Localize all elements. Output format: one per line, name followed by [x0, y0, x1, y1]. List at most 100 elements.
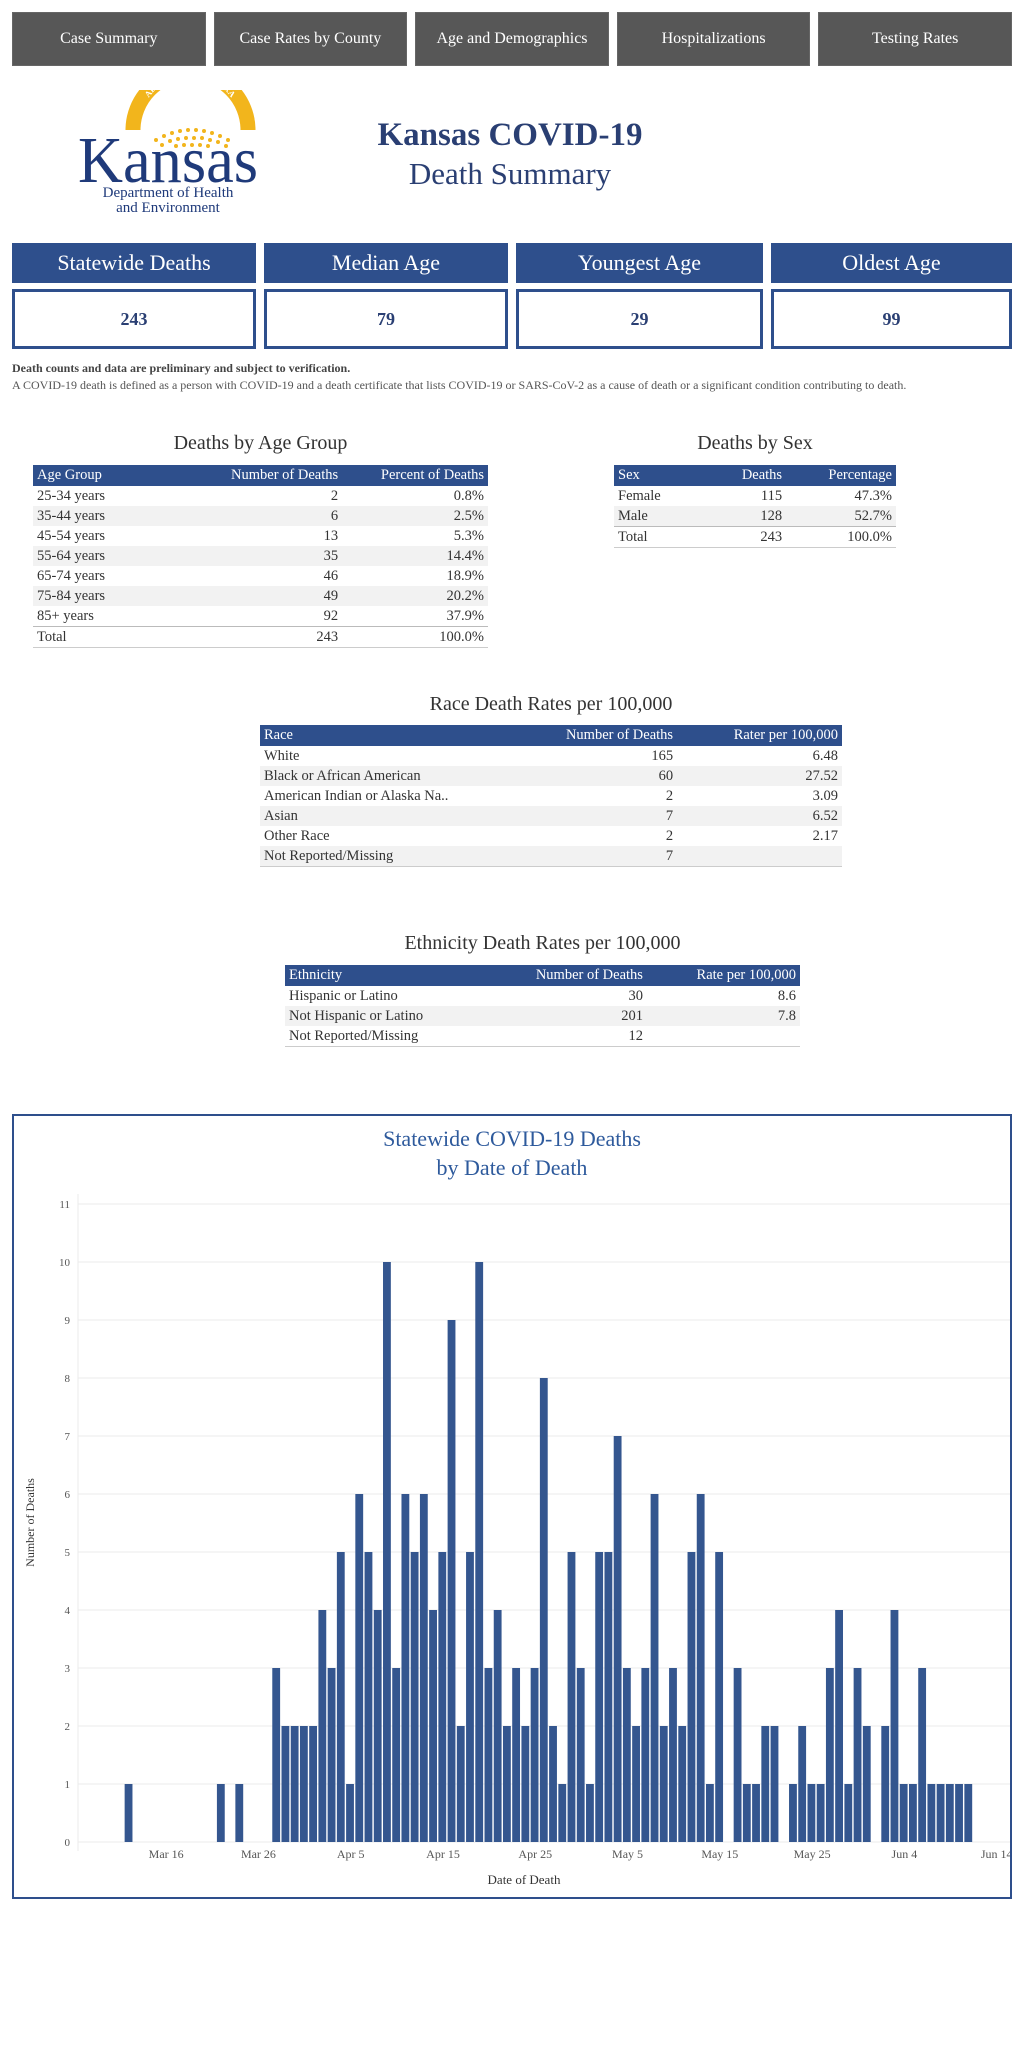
- bar[interactable]: [706, 1784, 714, 1842]
- bar[interactable]: [401, 1494, 409, 1842]
- stat-median-age: Median Age 79: [264, 243, 508, 349]
- cell: 27.52: [677, 766, 842, 786]
- bar[interactable]: [918, 1668, 926, 1842]
- bar[interactable]: [614, 1436, 622, 1842]
- bar[interactable]: [604, 1552, 612, 1842]
- bar[interactable]: [835, 1610, 843, 1842]
- bar[interactable]: [964, 1784, 972, 1842]
- bar[interactable]: [346, 1784, 354, 1842]
- bar[interactable]: [771, 1726, 779, 1842]
- bar[interactable]: [807, 1784, 815, 1842]
- cell: 243: [191, 627, 342, 648]
- tab-case-summary[interactable]: Case Summary: [12, 12, 206, 66]
- sex-table: Sex Deaths Percentage Female 115 47.3% Mal…: [614, 465, 896, 548]
- bar[interactable]: [568, 1552, 576, 1842]
- bar[interactable]: [761, 1726, 769, 1842]
- bar[interactable]: [937, 1784, 945, 1842]
- tab-testing-rates[interactable]: Testing Rates: [818, 12, 1012, 66]
- bar[interactable]: [651, 1494, 659, 1842]
- bar[interactable]: [217, 1784, 225, 1842]
- bar[interactable]: [300, 1726, 308, 1842]
- bar[interactable]: [374, 1610, 382, 1842]
- bar[interactable]: [383, 1262, 391, 1842]
- bar[interactable]: [955, 1784, 963, 1842]
- bar[interactable]: [512, 1668, 520, 1842]
- bar[interactable]: [521, 1726, 529, 1842]
- bar[interactable]: [678, 1726, 686, 1842]
- bar[interactable]: [337, 1552, 345, 1842]
- bar[interactable]: [365, 1552, 373, 1842]
- bar[interactable]: [392, 1668, 400, 1842]
- bar[interactable]: [623, 1668, 631, 1842]
- bar[interactable]: [734, 1668, 742, 1842]
- bar[interactable]: [595, 1552, 603, 1842]
- bar[interactable]: [660, 1726, 668, 1842]
- cell: 85+ years: [33, 606, 191, 627]
- bar[interactable]: [891, 1610, 899, 1842]
- table-row: Male 128 52.7%: [614, 506, 896, 527]
- bar[interactable]: [540, 1378, 548, 1842]
- bar[interactable]: [844, 1784, 852, 1842]
- bar[interactable]: [531, 1668, 539, 1842]
- bar[interactable]: [448, 1320, 456, 1842]
- table-row: Female 115 47.3%: [614, 486, 896, 506]
- bar[interactable]: [494, 1610, 502, 1842]
- bar[interactable]: [272, 1668, 280, 1842]
- bar[interactable]: [826, 1668, 834, 1842]
- bar[interactable]: [669, 1668, 677, 1842]
- cell: Asian: [260, 806, 508, 826]
- bar[interactable]: [475, 1262, 483, 1842]
- bar[interactable]: [798, 1726, 806, 1842]
- bar[interactable]: [789, 1784, 797, 1842]
- bar[interactable]: [881, 1726, 889, 1842]
- bar[interactable]: [309, 1726, 317, 1842]
- deaths-by-date-chart: Statewide COVID-19 Deaths by Date of Dea…: [12, 1114, 1012, 1899]
- table-row: Other Race 2 2.17: [260, 826, 842, 846]
- bar[interactable]: [688, 1552, 696, 1842]
- cell: 12: [483, 1026, 647, 1047]
- bar[interactable]: [586, 1784, 594, 1842]
- cell: 243: [712, 527, 786, 548]
- bar[interactable]: [318, 1610, 326, 1842]
- bar[interactable]: [854, 1668, 862, 1842]
- bar[interactable]: [715, 1552, 723, 1842]
- tab-age-and-demographics[interactable]: Age and Demographics: [415, 12, 609, 66]
- bar[interactable]: [282, 1726, 290, 1842]
- bar[interactable]: [420, 1494, 428, 1842]
- bar[interactable]: [503, 1726, 511, 1842]
- bar[interactable]: [697, 1494, 705, 1842]
- bar[interactable]: [752, 1784, 760, 1842]
- bar[interactable]: [909, 1784, 917, 1842]
- table-row: 25-34 years 2 0.8%: [33, 486, 488, 506]
- bar[interactable]: [549, 1726, 557, 1842]
- bar[interactable]: [558, 1784, 566, 1842]
- bar[interactable]: [743, 1784, 751, 1842]
- bar[interactable]: [125, 1784, 133, 1842]
- bar[interactable]: [429, 1610, 437, 1842]
- bar[interactable]: [863, 1726, 871, 1842]
- bar[interactable]: [457, 1726, 465, 1842]
- bar[interactable]: [577, 1668, 585, 1842]
- bar[interactable]: [466, 1552, 474, 1842]
- bar[interactable]: [235, 1784, 243, 1842]
- table-total-row: Total 243 100.0%: [614, 527, 896, 548]
- bar[interactable]: [946, 1784, 954, 1842]
- bar[interactable]: [900, 1784, 908, 1842]
- bar[interactable]: [641, 1668, 649, 1842]
- table-row: 35-44 years 6 2.5%: [33, 506, 488, 526]
- bar[interactable]: [817, 1784, 825, 1842]
- cell: 13: [191, 526, 342, 546]
- bar[interactable]: [438, 1552, 446, 1842]
- disclaimer-note: Death counts and data are preliminary an…: [12, 360, 1012, 394]
- tab-case-rates-by-county[interactable]: Case Rates by County: [214, 12, 408, 66]
- bar[interactable]: [411, 1552, 419, 1842]
- bar[interactable]: [328, 1668, 336, 1842]
- bar[interactable]: [632, 1726, 640, 1842]
- bar[interactable]: [485, 1668, 493, 1842]
- bar[interactable]: [355, 1494, 363, 1842]
- tab-hospitalizations[interactable]: Hospitalizations: [617, 12, 811, 66]
- bar[interactable]: [927, 1784, 935, 1842]
- cell: American Indian or Alaska Na..: [260, 786, 508, 806]
- bar[interactable]: [291, 1726, 299, 1842]
- cell: 45-54 years: [33, 526, 191, 546]
